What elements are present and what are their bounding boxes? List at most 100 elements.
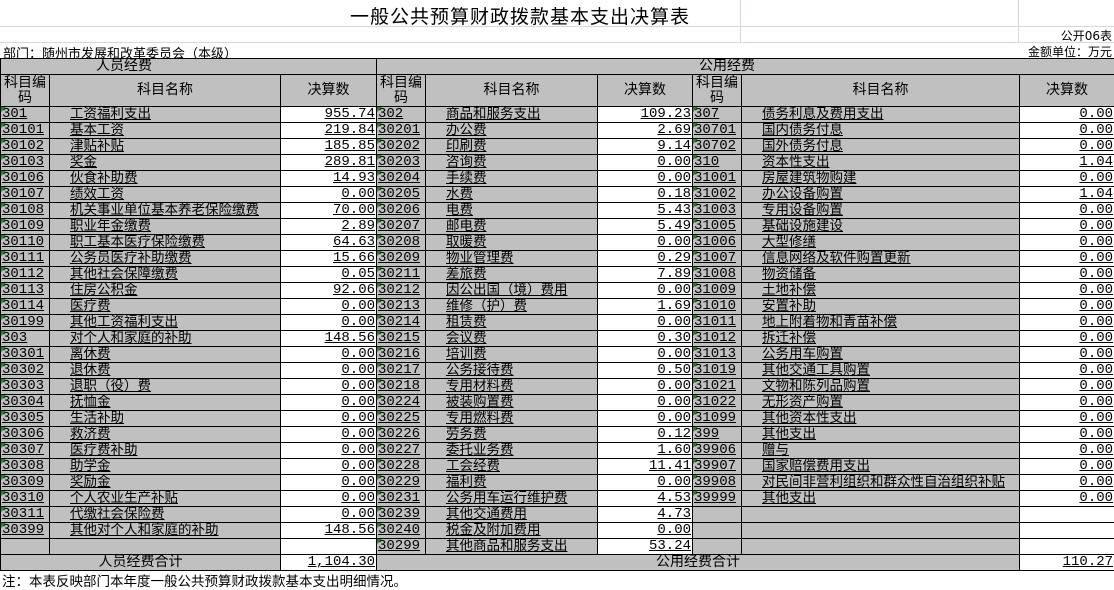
- subject-name-cell[interactable]: 水费: [426, 187, 598, 203]
- subject-name-cell[interactable]: 其他对个人和家庭的补助: [50, 523, 281, 539]
- subject-code-cell[interactable]: 30228: [377, 459, 426, 475]
- subject-code-cell[interactable]: 39908: [693, 475, 742, 491]
- amount-cell[interactable]: 5.49: [598, 219, 693, 235]
- subject-name-cell[interactable]: 住房公积金: [50, 283, 281, 299]
- amount-cell[interactable]: 0.00: [1020, 347, 1114, 363]
- subject-code-cell[interactable]: 30216: [377, 347, 426, 363]
- amount-cell[interactable]: 0.00: [281, 427, 377, 443]
- subject-code-cell[interactable]: 30701: [693, 123, 742, 139]
- amount-cell[interactable]: 0.00: [281, 347, 377, 363]
- subject-code-cell[interactable]: 30111: [1, 251, 50, 267]
- amount-cell[interactable]: 0.50: [598, 363, 693, 379]
- subject-code-cell[interactable]: 31010: [693, 299, 742, 315]
- subject-code-cell[interactable]: 30215: [377, 331, 426, 347]
- amount-cell[interactable]: 0.00: [1020, 475, 1114, 491]
- subject-name-cell[interactable]: 其他交通费用: [426, 507, 598, 523]
- subject-name-cell[interactable]: 取暖费: [426, 235, 598, 251]
- subject-code-cell[interactable]: 30205: [377, 187, 426, 203]
- subject-name-cell[interactable]: 维修（护）费: [426, 299, 598, 315]
- subject-code-cell[interactable]: 310: [693, 155, 742, 171]
- subject-code-cell[interactable]: 30303: [1, 379, 50, 395]
- amount-cell[interactable]: 0.00: [281, 187, 377, 203]
- amount-cell[interactable]: 0.00: [1020, 427, 1114, 443]
- subject-name-cell[interactable]: 差旅费: [426, 267, 598, 283]
- subject-code-cell[interactable]: 30311: [1, 507, 50, 523]
- subject-code-cell[interactable]: 30399: [1, 523, 50, 539]
- subject-name-cell[interactable]: 机关事业单位基本养老保险缴费: [50, 203, 281, 219]
- subject-code-cell[interactable]: 30301: [1, 347, 50, 363]
- amount-cell[interactable]: 53.24: [598, 539, 693, 555]
- amount-cell[interactable]: 1.69: [598, 299, 693, 315]
- subject-code-cell[interactable]: 30239: [377, 507, 426, 523]
- subject-name-cell[interactable]: 电费: [426, 203, 598, 219]
- subject-name-cell[interactable]: 国内债务付息: [742, 123, 1020, 139]
- subject-name-cell[interactable]: 因公出国（境）费用: [426, 283, 598, 299]
- subject-code-cell[interactable]: [693, 523, 742, 539]
- amount-cell[interactable]: 148.56: [281, 331, 377, 347]
- subject-code-cell[interactable]: 39999: [693, 491, 742, 507]
- subject-name-cell[interactable]: 生活补助: [50, 411, 281, 427]
- amount-cell[interactable]: 11.41: [598, 459, 693, 475]
- subject-code-cell[interactable]: 31022: [693, 395, 742, 411]
- amount-cell[interactable]: 0.00: [1020, 235, 1114, 251]
- subject-code-cell[interactable]: 30209: [377, 251, 426, 267]
- subject-name-cell[interactable]: 其他交通工具购置: [742, 363, 1020, 379]
- amount-cell[interactable]: 148.56: [281, 523, 377, 539]
- subject-code-cell[interactable]: 30107: [1, 187, 50, 203]
- subject-name-cell[interactable]: 办公费: [426, 123, 598, 139]
- subject-name-cell[interactable]: 职工基本医疗保险缴费: [50, 235, 281, 251]
- subject-code-cell[interactable]: 30101: [1, 123, 50, 139]
- amount-cell[interactable]: 0.00: [1020, 123, 1114, 139]
- subject-code-cell[interactable]: 30109: [1, 219, 50, 235]
- amount-cell[interactable]: 0.00: [1020, 219, 1114, 235]
- amount-cell[interactable]: 0.00: [1020, 331, 1114, 347]
- amount-cell[interactable]: 0.00: [281, 507, 377, 523]
- subject-name-cell[interactable]: 债务利息及费用支出: [742, 107, 1020, 123]
- amount-cell[interactable]: 0.00: [1020, 139, 1114, 155]
- subject-code-cell[interactable]: 301: [1, 107, 50, 123]
- subject-name-cell[interactable]: [742, 523, 1020, 539]
- subject-code-cell[interactable]: 31013: [693, 347, 742, 363]
- subject-code-cell[interactable]: 31021: [693, 379, 742, 395]
- subject-code-cell[interactable]: 31005: [693, 219, 742, 235]
- subject-code-cell[interactable]: 30204: [377, 171, 426, 187]
- subject-name-cell[interactable]: 邮电费: [426, 219, 598, 235]
- subject-code-cell[interactable]: 31003: [693, 203, 742, 219]
- amount-cell[interactable]: 5.43: [598, 203, 693, 219]
- amount-cell[interactable]: 70.00: [281, 203, 377, 219]
- subject-code-cell[interactable]: [693, 507, 742, 523]
- subject-code-cell[interactable]: 30305: [1, 411, 50, 427]
- amount-cell[interactable]: [1020, 539, 1114, 555]
- subject-name-cell[interactable]: 被装购置费: [426, 395, 598, 411]
- amount-cell[interactable]: 0.00: [1020, 267, 1114, 283]
- subject-name-cell[interactable]: 退职（役）费: [50, 379, 281, 395]
- subject-name-cell[interactable]: 工会经费: [426, 459, 598, 475]
- subject-code-cell[interactable]: [1, 539, 50, 555]
- subject-code-cell[interactable]: 31099: [693, 411, 742, 427]
- subject-code-cell[interactable]: 30240: [377, 523, 426, 539]
- amount-cell[interactable]: 4.73: [598, 507, 693, 523]
- subject-name-cell[interactable]: 其他资本性支出: [742, 411, 1020, 427]
- amount-cell[interactable]: 0.00: [1020, 379, 1114, 395]
- subject-name-cell[interactable]: 资本性支出: [742, 155, 1020, 171]
- amount-cell[interactable]: 0.00: [281, 299, 377, 315]
- amount-cell[interactable]: 0.00: [1020, 395, 1114, 411]
- subject-name-cell[interactable]: 印刷费: [426, 139, 598, 155]
- subject-name-cell[interactable]: 专用材料费: [426, 379, 598, 395]
- subject-code-cell[interactable]: 30307: [1, 443, 50, 459]
- subject-code-cell[interactable]: 307: [693, 107, 742, 123]
- amount-cell[interactable]: 0.00: [281, 315, 377, 331]
- subject-code-cell[interactable]: 31011: [693, 315, 742, 331]
- amount-cell[interactable]: 0.00: [281, 411, 377, 427]
- amount-cell[interactable]: 0.00: [1020, 299, 1114, 315]
- amount-cell[interactable]: 14.93: [281, 171, 377, 187]
- amount-cell[interactable]: 185.85: [281, 139, 377, 155]
- amount-cell[interactable]: 0.00: [1020, 315, 1114, 331]
- subject-code-cell[interactable]: 39906: [693, 443, 742, 459]
- subject-code-cell[interactable]: 30202: [377, 139, 426, 155]
- subject-name-cell[interactable]: 其他商品和服务支出: [426, 539, 598, 555]
- subject-code-cell[interactable]: 30113: [1, 283, 50, 299]
- amount-cell[interactable]: 0.00: [1020, 411, 1114, 427]
- subject-name-cell[interactable]: 代缴社会保险费: [50, 507, 281, 523]
- subject-code-cell[interactable]: 30203: [377, 155, 426, 171]
